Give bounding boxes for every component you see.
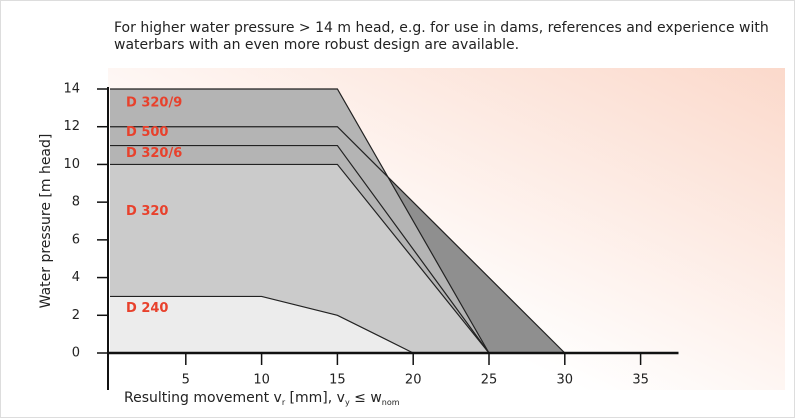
label-part: Resulting movement v <box>124 390 282 406</box>
series-label: D 320/6 <box>126 146 182 161</box>
series-label: D 500 <box>126 125 168 140</box>
series-line <box>110 295 414 354</box>
series-area <box>110 296 414 353</box>
x-tick-label: 30 <box>557 373 574 388</box>
x-axis-label: Resulting movement vr [mm], vy ≤ wnom <box>124 390 400 407</box>
series-line <box>110 88 490 354</box>
series-line <box>110 163 490 354</box>
y-axis-label: Water pressure [m head] <box>38 134 54 309</box>
y-tick-label: 0 <box>72 346 80 361</box>
x-tick-label: 15 <box>329 373 346 388</box>
y-tick-label: 8 <box>72 195 80 210</box>
x-tick-label: 35 <box>632 373 649 388</box>
y-tick-label: 10 <box>63 157 80 172</box>
y-tick-label: 4 <box>72 270 80 285</box>
subscript: nom <box>382 398 400 407</box>
y-tick-label: 14 <box>63 82 80 97</box>
y-tick-label: 2 <box>72 308 80 323</box>
series-line <box>110 126 566 354</box>
y-tick-label: 12 <box>63 119 80 134</box>
x-tick-label: 10 <box>253 373 270 388</box>
subscript: y <box>345 398 350 407</box>
y-tick-label: 6 <box>72 232 80 247</box>
x-tick-label: 20 <box>405 373 422 388</box>
x-tick-label: 25 <box>481 373 498 388</box>
series-label: D 320 <box>126 204 168 219</box>
x-tick-label: 5 <box>182 373 190 388</box>
series-label: D 240 <box>126 301 168 316</box>
title-line: waterbars with an even more robust desig… <box>114 37 519 53</box>
title-line: For higher water pressure > 14 m head, e… <box>114 20 769 36</box>
label-part: ≤ w <box>350 390 382 406</box>
series-line <box>110 144 490 354</box>
subscript: r <box>282 398 286 407</box>
series-label: D 320/9 <box>126 96 182 111</box>
label-part: [mm], v <box>285 390 345 406</box>
